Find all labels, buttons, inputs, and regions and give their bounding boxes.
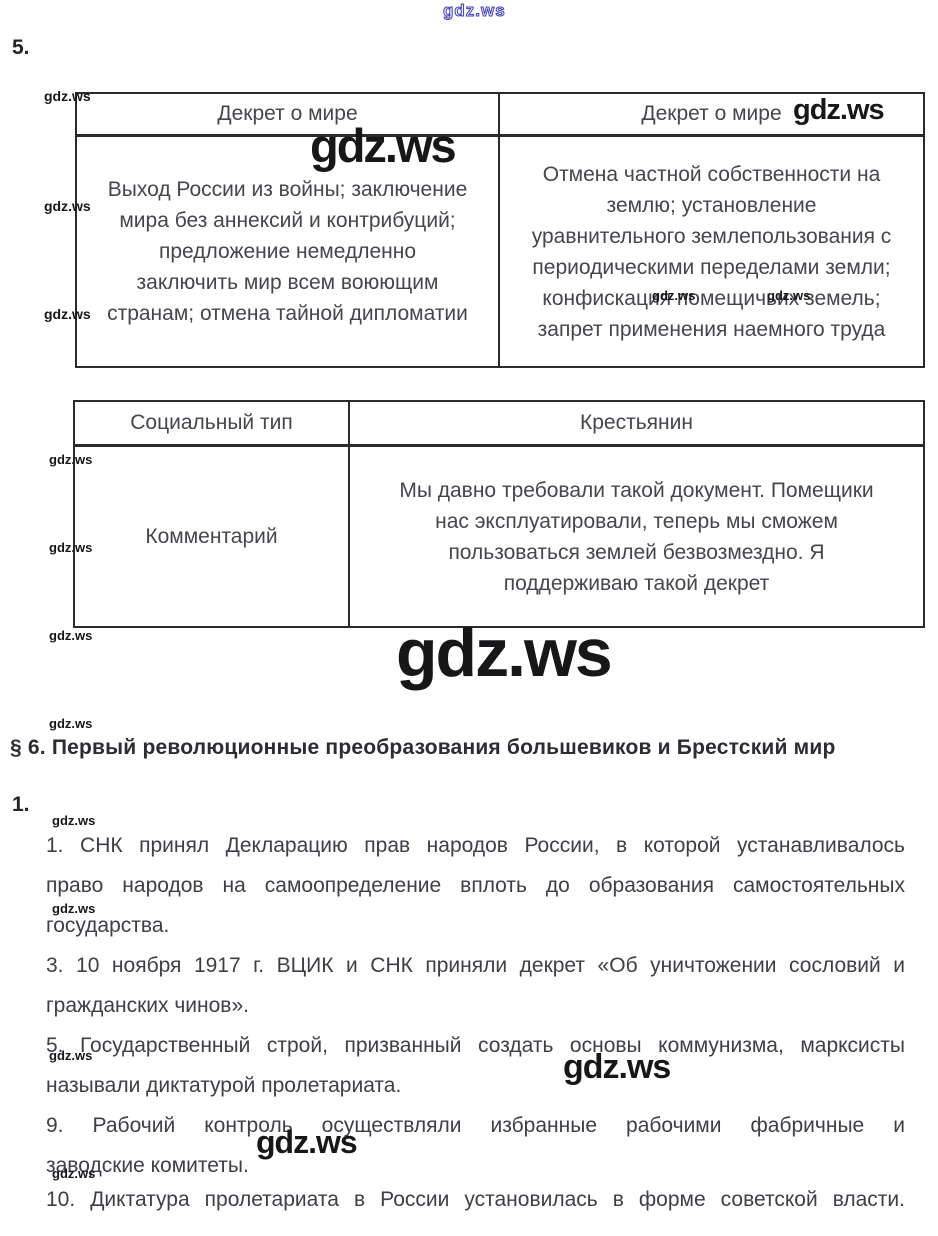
site-watermark: gdz.ws xyxy=(49,452,93,467)
site-watermark: gdz.ws xyxy=(767,288,811,303)
site-watermark: gdz.ws xyxy=(44,198,91,214)
site-watermark-header: gdz.ws xyxy=(793,94,885,126)
site-watermark-cell: gdz.ws xyxy=(310,119,457,172)
answer-line: право народов на самоопределение вплоть … xyxy=(46,874,905,897)
peasant-header: Крестьянин xyxy=(350,402,923,447)
answer-line: 5. Государственный строй, призванный соз… xyxy=(46,1034,905,1057)
site-watermark: gdz.ws xyxy=(52,901,96,916)
answer-line: 9. Рабочий контроль осуществляли избранн… xyxy=(46,1114,905,1137)
answer-line: 10. Диктатура пролетариата в России уста… xyxy=(46,1188,905,1211)
social-type-header: Социальный тип xyxy=(75,402,350,447)
site-watermark: gdz.ws xyxy=(44,88,91,104)
site-watermark-top: gdz.ws xyxy=(443,1,506,21)
decree-land-header: Декрет о мире xyxy=(500,94,923,137)
decree-land-cell: Отмена частной собственности на землю; у… xyxy=(531,162,892,341)
site-watermark: gdz.ws xyxy=(52,813,96,828)
site-watermark: gdz.ws xyxy=(49,716,93,731)
site-watermark-medium: gdz.ws xyxy=(256,1124,358,1160)
section-heading: § 6. Первый революционные преобразования… xyxy=(10,736,836,759)
decree-peace-cell: Выход России из войны; заключение мира б… xyxy=(77,137,500,366)
decrees-table: Декрет о мире Декрет о мире Выход России… xyxy=(75,92,925,368)
answer-line: государства. xyxy=(46,914,170,937)
answer-line: называли диктатурой пролетариата. xyxy=(46,1074,402,1097)
site-watermark-center: gdz.ws xyxy=(396,615,613,691)
site-watermark-medium: gdz.ws xyxy=(563,1048,671,1086)
peasant-comment-cell: Мы давно требовали такой документ. Помещ… xyxy=(399,478,874,595)
question-5-label: 5. xyxy=(12,36,30,59)
answer-line: 1. СНК принял Декларацию прав народов Ро… xyxy=(46,834,905,857)
site-watermark: gdz.ws xyxy=(49,1048,93,1063)
site-watermark: gdz.ws xyxy=(49,540,93,555)
site-watermark: gdz.ws xyxy=(652,288,696,303)
answer-line: 3. 10 ноября 1917 г. ВЦИК и СНК приняли … xyxy=(46,954,905,977)
answer-line: гражданских чинов». xyxy=(46,994,249,1017)
social-type-table: Социальный тип Крестьянин Комментарий Мы… xyxy=(73,400,925,628)
site-watermark: gdz.ws xyxy=(44,306,91,322)
decree-peace-header: Декрет о мире xyxy=(77,94,500,137)
site-watermark: gdz.ws xyxy=(49,628,93,643)
site-watermark: gdz.ws xyxy=(52,1166,96,1181)
question-1-label: 1. xyxy=(12,793,30,816)
comment-label-cell: Комментарий xyxy=(75,447,350,626)
answer-line: заводские комитеты. xyxy=(46,1154,249,1177)
